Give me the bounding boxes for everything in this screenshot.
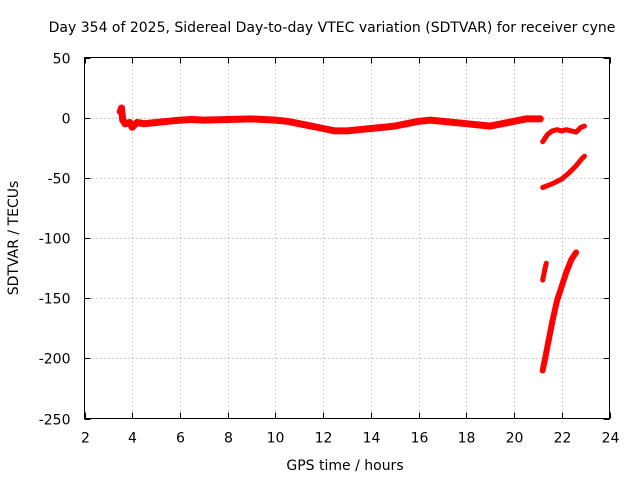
series-segment-2 [540, 123, 587, 145]
y-tick-label: -250 [39, 413, 71, 429]
chart-title: Day 354 of 2025, Sidereal Day-to-day VTE… [49, 20, 616, 36]
y-tick-labels: 50 0 -50 -100 -150 -200 -250 [39, 52, 71, 429]
y-tick-label: -50 [48, 172, 71, 188]
x-tick-label: 22 [554, 431, 572, 447]
plot-frame [84, 57, 610, 419]
x-tick-label: 18 [458, 431, 476, 447]
y-axis-label: SDTVAR / TECUs [6, 181, 22, 296]
x-axis-label: GPS time / hours [286, 458, 403, 474]
x-tick-label: 8 [224, 431, 233, 447]
x-tick-label: 10 [267, 431, 285, 447]
y-tick-label: 50 [53, 52, 71, 68]
x-tick-label: 24 [602, 431, 620, 447]
series-segment-3 [540, 153, 587, 190]
series-segment-4 [540, 260, 549, 283]
y-tick-label: -100 [39, 232, 71, 248]
series-main [116, 104, 544, 135]
series-segment-5 [539, 249, 580, 374]
ticks [84, 57, 611, 420]
x-tick-label: 12 [315, 431, 333, 447]
x-tick-label: 2 [81, 431, 90, 447]
x-tick-label: 20 [506, 431, 524, 447]
grid [84, 57, 610, 419]
x-tick-label: 4 [128, 431, 137, 447]
x-tick-label: 6 [176, 431, 185, 447]
series-layer [116, 104, 587, 374]
x-tick-labels: 2 4 6 8 10 12 14 16 18 20 22 24 [81, 431, 619, 447]
y-tick-label: -200 [39, 352, 71, 368]
y-tick-label: 0 [62, 112, 71, 128]
x-tick-label: 14 [363, 431, 381, 447]
x-tick-label: 16 [411, 431, 429, 447]
y-tick-label: -150 [39, 292, 71, 308]
